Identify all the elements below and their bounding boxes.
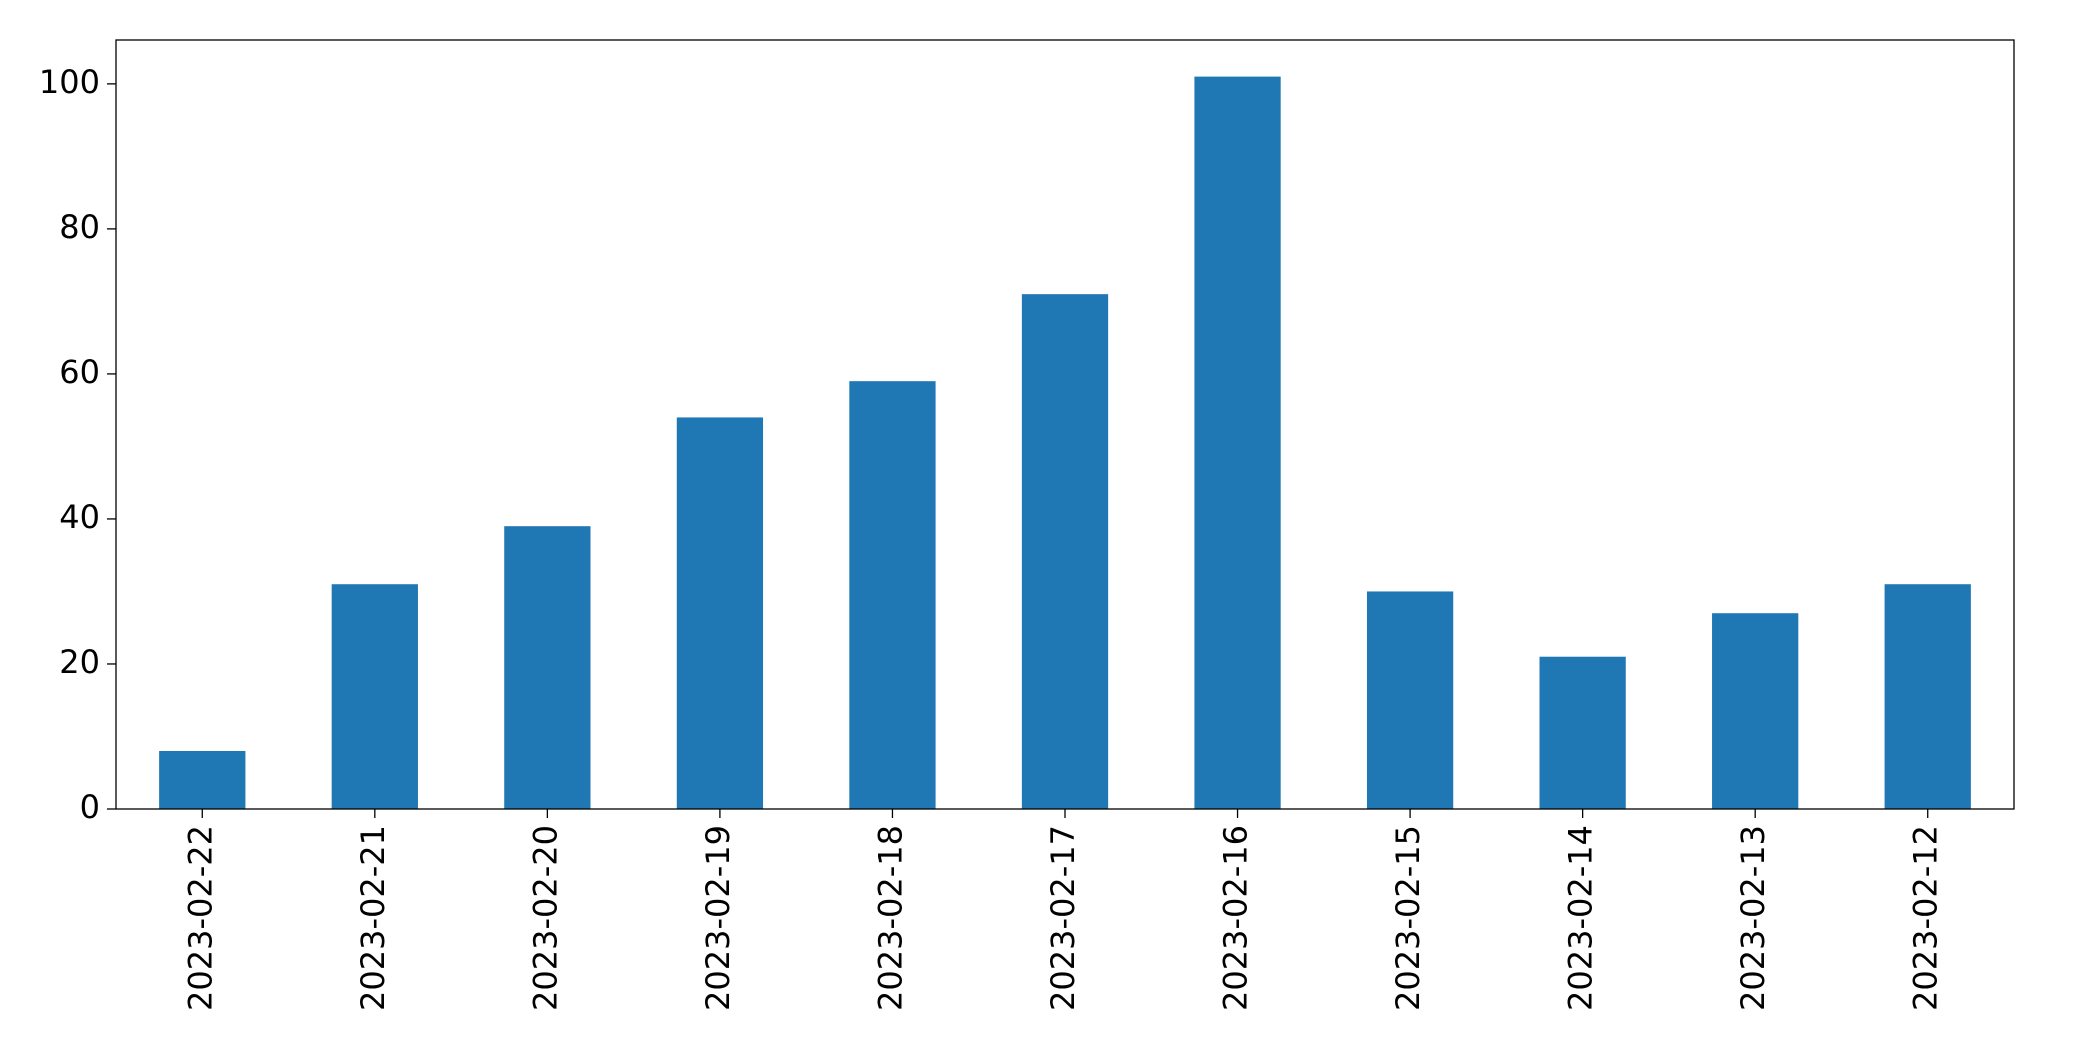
bar [1194,76,1281,810]
x-tick-label: 2023-02-16 [1217,825,1255,1011]
bar [676,417,764,809]
y-tick-label: 20 [59,643,100,681]
bar [159,750,246,809]
y-tick-label: 0 [80,788,100,826]
y-tick-label: 80 [59,208,100,246]
bar [504,526,591,809]
y-tick-label: 40 [59,498,100,536]
bar [849,381,936,809]
bar [1539,656,1626,809]
x-tick-label: 2023-02-14 [1562,825,1600,1011]
bar [1021,294,1109,809]
bar [331,584,418,809]
y-tick-label: 100 [39,63,100,101]
x-tick-label: 2023-02-22 [181,825,219,1011]
bar [1712,613,1799,809]
x-tick-label: 2023-02-12 [1907,825,1945,1011]
x-tick-label: 2023-02-13 [1734,825,1772,1011]
bar [1366,591,1454,809]
y-tick-label: 60 [59,353,100,391]
x-tick-label: 2023-02-17 [1044,825,1082,1011]
x-tick-label: 2023-02-20 [526,825,564,1011]
x-tick-label: 2023-02-18 [871,825,909,1011]
x-tick-label: 2023-02-15 [1389,825,1427,1011]
x-tick-label: 2023-02-21 [354,825,392,1011]
bar [1884,584,1971,809]
x-tick-label: 2023-02-19 [699,825,737,1011]
plot-frame [115,39,2015,810]
